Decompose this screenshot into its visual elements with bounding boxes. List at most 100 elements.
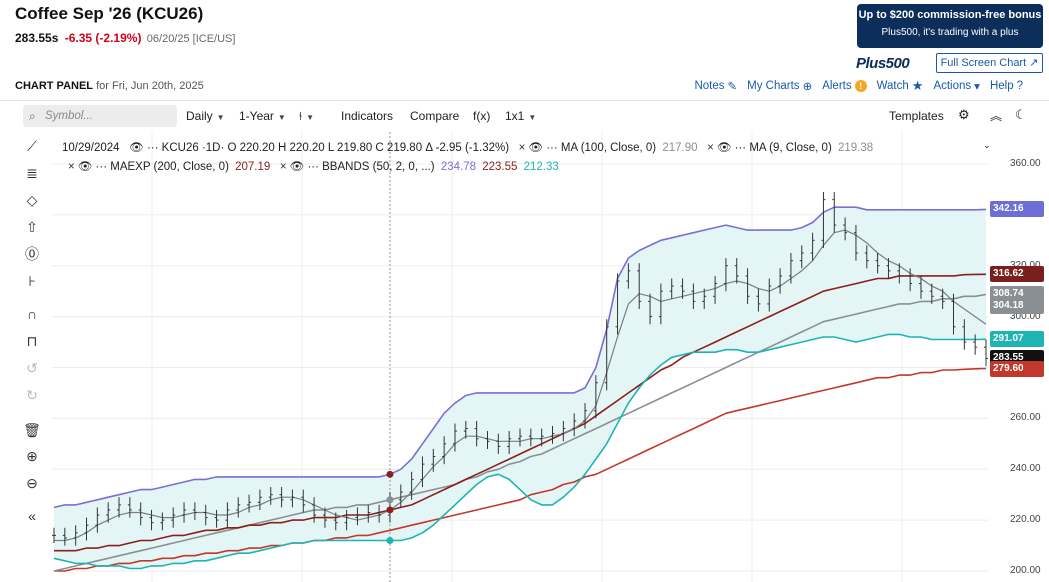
legend-ma100: MA (100, Close, 0) xyxy=(560,142,657,154)
legend-symbol: KCU26 ·1D· xyxy=(161,142,225,154)
remove-ma100-icon[interactable]: × xyxy=(518,142,526,154)
function-button[interactable]: f(x) xyxy=(473,109,491,123)
my-charts-link[interactable]: My Charts ⊕ xyxy=(747,79,812,93)
quote-meta: 06/20/25 [ICE/US] xyxy=(146,33,236,45)
chart-panel-title: CHART PANEL for Fri, Jun 20th, 2025 xyxy=(15,80,204,92)
axis-price-tag: 316.62 xyxy=(990,266,1044,283)
my-charts-label: My Charts xyxy=(747,80,800,92)
axis-price-tag: 291.07 xyxy=(990,331,1044,348)
plus500-logo[interactable]: Plus500 xyxy=(856,55,910,72)
dark-mode-icon[interactable]: ☾ xyxy=(1015,107,1027,122)
help-icon: ? xyxy=(1016,80,1023,92)
symbol-title: Coffee Sep '26 (KCU26) xyxy=(15,4,204,23)
redo-icon[interactable]: ↻ xyxy=(26,387,38,403)
crosshair-marker xyxy=(386,506,394,514)
external-link-icon: ↗ xyxy=(1029,57,1039,69)
full-screen-label: Full Screen Chart xyxy=(940,57,1027,69)
trash-icon[interactable]: 🗑 xyxy=(23,422,41,438)
axis-tick-label: 320.00 xyxy=(1010,259,1041,271)
remove-maexp-icon[interactable]: × xyxy=(68,161,75,173)
more-icon: ··· xyxy=(546,142,558,154)
eye-icon[interactable]: 👁 xyxy=(289,161,305,173)
magnet-icon[interactable]: ∩ xyxy=(26,306,38,322)
fibonacci-tool-icon[interactable]: ≣ xyxy=(26,165,38,181)
axis-tick-label: 360.00 xyxy=(1010,158,1041,169)
legend-ohlc: O 220.20 H 220.20 L 219.80 C 219.80 xyxy=(227,142,423,154)
indicators-button[interactable]: Indicators xyxy=(341,109,394,123)
more-icon: ··· xyxy=(95,161,108,173)
ohlc-bars-icon: ⫮ xyxy=(299,109,303,123)
axis-tick-label: 240.00 xyxy=(1010,463,1041,475)
actions-menu[interactable]: Actions ▾ xyxy=(933,79,980,93)
measure-tool-icon[interactable]: ⊦ xyxy=(28,273,36,289)
watch-label: Watch xyxy=(876,80,909,92)
notes-label: Notes xyxy=(694,80,725,92)
chevron-down-icon: ▼ xyxy=(216,113,225,122)
undo-icon[interactable]: ↺ xyxy=(26,360,38,376)
quote-line: 283.55s -6.35 (-2.19%) 06/20/25 [ICE/US] xyxy=(15,31,235,45)
collapse-icon[interactable]: ︽ xyxy=(990,109,1003,123)
axis-price-tag: 304.18 xyxy=(990,297,1044,314)
alert-icon: ! xyxy=(854,80,867,92)
eye-icon[interactable]: 👁 xyxy=(77,161,93,173)
chart-panel-label: CHART PANEL xyxy=(15,80,94,92)
help-link[interactable]: Help? xyxy=(990,80,1023,92)
full-screen-chart-button[interactable]: Full Screen Chart ↗ xyxy=(936,53,1043,73)
layout-dropdown[interactable]: 1x1 ▼ xyxy=(505,109,536,123)
text-tool-icon[interactable]: ⓪ xyxy=(25,246,39,262)
caret-down-icon: ▾ xyxy=(974,81,980,93)
legend-row-1: 10/29/2024 👁 ··· KCU26 ·1D· O 220.20 H 2… xyxy=(62,140,873,154)
eye-icon[interactable]: 👁 xyxy=(129,142,144,154)
legend-bb-upper: 234.78 xyxy=(440,161,477,173)
more-icon: ··· xyxy=(146,142,159,154)
crosshair-marker xyxy=(386,470,394,478)
legend-maexp-value: 207.19 xyxy=(235,161,271,173)
watch-link[interactable]: Watch ★ xyxy=(877,78,924,94)
plus-circle-icon: ⊕ xyxy=(802,81,813,93)
remove-bbands-icon[interactable]: × xyxy=(279,161,287,173)
legend-ma9: MA (9, Close, 0) xyxy=(749,142,832,154)
arrow-tool-icon[interactable]: ⇧ xyxy=(26,219,38,235)
legend-bb-lower: 212.33 xyxy=(523,161,559,173)
zoom-in-icon[interactable]: ⊕ xyxy=(26,448,38,464)
eye-icon[interactable]: 👁 xyxy=(716,142,732,154)
crosshair-marker xyxy=(386,496,394,504)
range-dropdown[interactable]: 1-Year ▼ xyxy=(239,109,286,123)
chart-type-dropdown[interactable]: ⫮ ▼ xyxy=(299,109,314,124)
trend-line xyxy=(54,367,987,572)
edit-icon: ✎ xyxy=(727,81,738,93)
axis-tick-label: 200.00 xyxy=(1010,565,1041,576)
help-label: Help xyxy=(989,80,1014,92)
chart-toolbar: ⌕ Symbol... Daily ▼ 1-Year ▼ ⫮ ▼ Indicators… xyxy=(0,100,1049,130)
notes-link[interactable]: Notes ✎ xyxy=(694,79,737,93)
legend-row-2: × 👁 ··· MAEXP (200, Close, 0) 207.19 × 👁 ·… xyxy=(68,159,559,173)
chevron-down-icon: ▼ xyxy=(528,113,537,122)
crosshair-marker xyxy=(386,536,394,544)
legend-ma100-value: 217.90 xyxy=(662,142,698,154)
eye-icon[interactable]: 👁 xyxy=(528,142,543,154)
bollinger-band-fill xyxy=(54,207,986,569)
remove-ma9-icon[interactable]: × xyxy=(707,142,714,154)
period-dropdown[interactable]: Daily ▼ xyxy=(186,109,225,123)
lock-icon[interactable]: ⊓ xyxy=(26,333,38,349)
star-icon: ★ xyxy=(911,78,924,93)
templates-button[interactable]: Templates xyxy=(889,109,944,123)
legend-ma9-value: 219.38 xyxy=(838,142,874,154)
compare-button[interactable]: Compare xyxy=(410,109,460,123)
collapse-sidebar-icon[interactable]: « xyxy=(28,508,36,524)
axis-tick-label: 260.00 xyxy=(1010,412,1041,424)
legend-collapse-icon[interactable]: ⌄ xyxy=(983,140,991,150)
chevron-down-icon: ▼ xyxy=(277,113,286,122)
price-chart[interactable] xyxy=(52,132,990,582)
trendline-tool-icon[interactable]: ⟋ xyxy=(27,138,37,154)
legend-date: 10/29/2024 xyxy=(62,142,120,154)
gear-icon[interactable]: ⚙ xyxy=(958,107,970,122)
alerts-link[interactable]: Alerts! xyxy=(822,80,867,92)
zoom-out-icon[interactable]: ⊖ xyxy=(26,475,38,491)
price-change: -6.35 (-2.19%) xyxy=(64,31,142,45)
promo-banner[interactable]: Up to $200 commission-free bonus Plus500… xyxy=(857,4,1043,48)
axis-tick-label: 220.00 xyxy=(1010,514,1041,526)
range-label: 1-Year xyxy=(239,109,274,123)
symbol-search-input[interactable]: ⌕ Symbol... xyxy=(23,105,177,127)
shapes-tool-icon[interactable]: ◇ xyxy=(26,192,38,208)
